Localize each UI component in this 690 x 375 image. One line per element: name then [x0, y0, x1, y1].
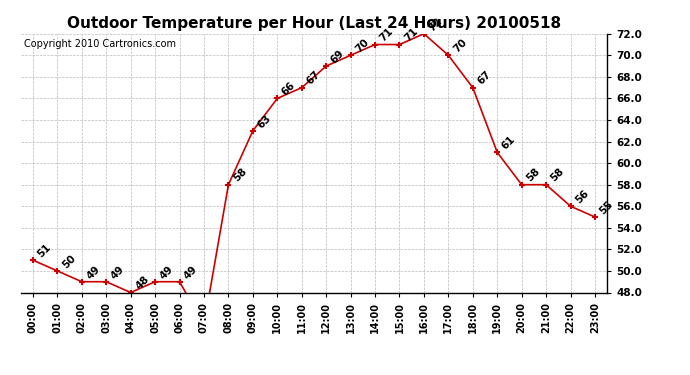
- Text: 49: 49: [182, 264, 199, 281]
- Text: 61: 61: [500, 134, 518, 152]
- Text: 67: 67: [304, 69, 322, 87]
- Text: 63: 63: [255, 112, 273, 130]
- Text: 48: 48: [133, 274, 151, 292]
- Text: 51: 51: [36, 242, 53, 260]
- Text: 50: 50: [60, 253, 77, 270]
- Text: 70: 70: [353, 37, 371, 54]
- Title: Outdoor Temperature per Hour (Last 24 Hours) 20100518: Outdoor Temperature per Hour (Last 24 Ho…: [67, 16, 561, 31]
- Text: 71: 71: [402, 26, 420, 44]
- Text: 58: 58: [549, 166, 566, 184]
- Text: 67: 67: [475, 69, 493, 87]
- Text: 49: 49: [158, 264, 175, 281]
- Text: 58: 58: [524, 166, 542, 184]
- Text: 49: 49: [109, 264, 126, 281]
- Text: Copyright 2010 Cartronics.com: Copyright 2010 Cartronics.com: [23, 39, 176, 49]
- Text: 58: 58: [231, 166, 248, 184]
- Text: 69: 69: [329, 48, 346, 65]
- Text: 66: 66: [280, 80, 297, 98]
- Text: 45: 45: [0, 374, 1, 375]
- Text: 49: 49: [85, 264, 102, 281]
- Text: 72: 72: [426, 15, 444, 33]
- Text: 70: 70: [451, 37, 469, 54]
- Text: 55: 55: [598, 199, 615, 216]
- Text: 56: 56: [573, 188, 591, 206]
- Text: 71: 71: [378, 26, 395, 44]
